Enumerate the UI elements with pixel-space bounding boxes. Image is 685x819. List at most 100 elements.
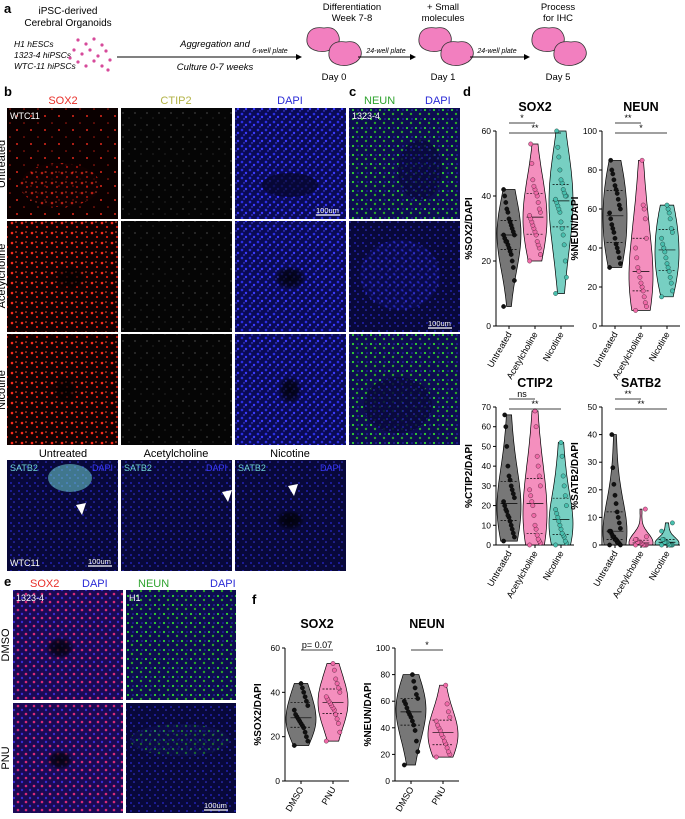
channel-dapi: DAPI [425, 95, 451, 107]
satb2-tag: SATB2 [238, 463, 266, 473]
data-point [291, 707, 297, 713]
data-point [531, 513, 537, 518]
scale-bar-label: 100um [204, 801, 227, 810]
data-point [639, 157, 645, 163]
line-label-1323: 1323-4 [352, 111, 380, 121]
data-point [401, 698, 407, 704]
data-point [612, 235, 618, 241]
data-point [556, 154, 562, 160]
data-point [660, 537, 666, 542]
violin-chart-sox2: SOX2 0 20 40 60 %SOX2/DAPI DMSO PNU p= 0.07 [253, 617, 349, 813]
y-axis-label: %NEUN/DAPI [363, 682, 374, 746]
data-point [505, 513, 511, 518]
img-neun-dmso [126, 590, 236, 700]
cell-dots-icon [68, 37, 112, 72]
y-tick-label: 40 [482, 461, 492, 471]
data-point [607, 528, 612, 534]
data-point [533, 424, 539, 430]
data-point [410, 672, 415, 677]
data-point [333, 712, 339, 717]
data-point [291, 743, 297, 748]
data-point [618, 526, 623, 531]
data-point [502, 412, 508, 418]
data-point [642, 300, 648, 305]
data-point [527, 213, 532, 218]
scale-bar-label: 100um [316, 206, 339, 215]
data-point [304, 734, 309, 740]
data-point [659, 528, 664, 534]
violin-untreated [602, 159, 628, 268]
data-point [293, 712, 298, 717]
data-point [530, 177, 536, 183]
lumen [262, 173, 318, 197]
data-point [538, 483, 543, 489]
data-point [644, 534, 649, 540]
x-tick-label: Nicotine [541, 549, 566, 582]
dapi-tag: DAPI [206, 463, 227, 473]
satb2-col-untreated: Untreated [39, 448, 87, 460]
data-point [534, 239, 540, 244]
day0-label: Day 0 [322, 72, 347, 83]
data-point [560, 187, 566, 192]
line-label-h1: H1 [129, 593, 141, 603]
panel-label-e: e [4, 574, 11, 589]
day5-label: Day 5 [546, 72, 571, 83]
y-tick-label: 30 [482, 481, 492, 491]
data-point [506, 216, 512, 222]
y-tick-label: 40 [271, 687, 281, 697]
data-point [670, 288, 675, 294]
data-point [502, 193, 508, 199]
violin-charts: SOX20204060%SOX2/DAPIUntreatedAcetylchol… [253, 100, 680, 813]
lumen [43, 364, 87, 416]
satb2-cluster [48, 464, 92, 492]
data-point [555, 515, 561, 520]
data-point [637, 274, 643, 280]
data-point [554, 511, 560, 516]
significance-label: * [520, 113, 524, 123]
data-point [613, 501, 619, 506]
data-point [557, 522, 563, 528]
data-point [612, 183, 618, 188]
data-point [555, 144, 561, 150]
data-point [411, 678, 417, 684]
data-point [659, 294, 664, 300]
lumen [264, 502, 316, 538]
data-point [509, 487, 515, 493]
data-point [616, 255, 622, 261]
y-tick-label: 50 [482, 441, 492, 451]
data-point [633, 245, 638, 251]
x-tick-label: DMSO [284, 785, 306, 813]
x-tick-label: Untreated [485, 549, 513, 588]
data-point [562, 258, 568, 264]
data-point [564, 274, 569, 280]
arrowhead-icon [76, 503, 86, 515]
plate-label-3: 24-well plate [476, 48, 516, 55]
ventricle-zone [364, 377, 432, 433]
data-point [509, 258, 515, 264]
data-point [608, 157, 614, 163]
data-point [501, 499, 506, 504]
y-tick-label: 80 [381, 670, 391, 680]
data-point [635, 265, 641, 270]
data-point [510, 491, 516, 497]
data-point [564, 503, 569, 508]
data-point [531, 183, 537, 189]
y-axis-label: %CTIP2/DAPI [464, 444, 475, 508]
data-point [640, 288, 646, 294]
data-point [501, 538, 506, 544]
panel-c-images: c NEUN DAPI 1323-4 100um [349, 84, 460, 445]
y-tick-label: 20 [381, 749, 391, 759]
data-point [609, 432, 615, 437]
data-point [529, 499, 535, 504]
step2-line1: Differentiation [323, 2, 381, 13]
organoid-icon [306, 27, 362, 66]
data-point [614, 191, 620, 196]
data-point [607, 265, 612, 270]
y-axis-label: %SOX2/DAPI [464, 197, 475, 259]
row-label-nicotine: Nicotine [0, 370, 8, 410]
data-point [644, 304, 649, 309]
data-point [558, 526, 564, 532]
data-point [504, 206, 510, 212]
data-point [334, 716, 340, 722]
data-point [530, 503, 536, 508]
